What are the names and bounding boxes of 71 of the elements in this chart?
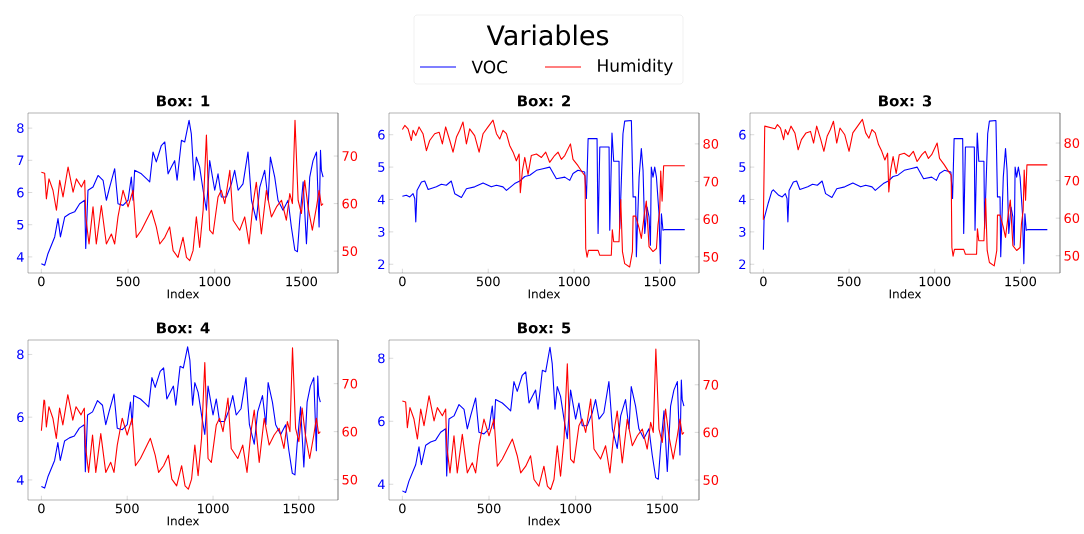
y2-tick-label: 60 bbox=[342, 426, 358, 437]
x-tick-label: 1000 bbox=[919, 276, 951, 287]
y-tick-label: 4 bbox=[377, 194, 385, 205]
y-tick-label: 6 bbox=[378, 416, 385, 427]
x-axis-title: Index bbox=[167, 289, 200, 299]
y-tick-label: 7 bbox=[17, 155, 24, 166]
x-tick-label: 1500 bbox=[1005, 276, 1037, 287]
y-tick-label: 6 bbox=[378, 129, 385, 140]
legend-title: Variables bbox=[486, 24, 609, 46]
x-axis-title: Index bbox=[889, 289, 922, 299]
y-tick-label: 2 bbox=[739, 259, 746, 270]
y-tick-label: 5 bbox=[739, 162, 746, 172]
y-tick-label: 2 bbox=[378, 259, 385, 270]
legend-label: Humidity bbox=[598, 58, 673, 76]
chart-title: Box: 2 bbox=[518, 95, 570, 107]
x-tick-label: 0 bbox=[399, 276, 406, 287]
x-tick-label: 500 bbox=[115, 503, 139, 514]
y2-tick-label: 60 bbox=[1064, 213, 1080, 224]
x-tick-label: 0 bbox=[399, 503, 406, 514]
y-tick-label: 6 bbox=[17, 187, 24, 198]
y-tick-label: 3 bbox=[739, 226, 746, 237]
y-tick-label: 6 bbox=[17, 412, 24, 423]
x-tick-label: 1000 bbox=[199, 276, 231, 287]
y2-tick-label: 50 bbox=[1064, 250, 1080, 261]
y2-tick-label: 70 bbox=[342, 151, 358, 161]
x-tick-label: 0 bbox=[38, 503, 45, 514]
y-tick-label: 6 bbox=[739, 129, 746, 140]
y-tick-label: 5 bbox=[17, 219, 24, 230]
x-axis-title: Index bbox=[528, 516, 561, 526]
x-tick-label: 1000 bbox=[560, 503, 592, 514]
y-tick-label: 4 bbox=[16, 475, 24, 485]
y2-tick-label: 70 bbox=[342, 378, 358, 389]
x-tick-label: 0 bbox=[760, 276, 767, 287]
x-tick-label: 500 bbox=[116, 276, 140, 287]
y-tick-label: 5 bbox=[378, 162, 385, 172]
y2-tick-label: 60 bbox=[703, 427, 719, 438]
chart-title: Box: 5 bbox=[518, 322, 571, 334]
x-tick-label: 1500 bbox=[644, 276, 676, 287]
y-tick-label: 3 bbox=[378, 226, 385, 237]
y-tick-label: 4 bbox=[738, 194, 746, 205]
chart-title: Box: 3 bbox=[879, 95, 932, 107]
y2-tick-label: 80 bbox=[703, 138, 719, 149]
y-tick-label: 8 bbox=[378, 353, 385, 364]
chart-title: Box: 4 bbox=[157, 322, 210, 334]
y-tick-label: 4 bbox=[377, 479, 385, 489]
y2-tick-label: 70 bbox=[703, 176, 719, 187]
x-tick-label: 1500 bbox=[647, 503, 678, 514]
y2-tick-label: 70 bbox=[703, 379, 719, 390]
y2-tick-label: 80 bbox=[1064, 138, 1080, 148]
x-tick-label: 1000 bbox=[197, 503, 229, 514]
x-tick-label: 500 bbox=[837, 276, 861, 287]
x-tick-label: 500 bbox=[476, 276, 500, 287]
y-tick-label: 8 bbox=[17, 123, 24, 134]
x-tick-label: 1000 bbox=[558, 276, 590, 287]
y-tick-label: 8 bbox=[17, 349, 24, 360]
y-tick-label: 4 bbox=[16, 252, 24, 262]
y2-tick-label: 60 bbox=[342, 198, 358, 209]
x-tick-label: 0 bbox=[38, 276, 45, 287]
chart-title: Box: 1 bbox=[157, 95, 210, 107]
y2-tick-label: 70 bbox=[1064, 175, 1080, 186]
x-tick-label: 1500 bbox=[283, 503, 315, 514]
y2-tick-label: 60 bbox=[703, 214, 719, 225]
y2-tick-label: 50 bbox=[703, 251, 719, 262]
y2-tick-label: 50 bbox=[342, 474, 358, 485]
x-tick-label: 1500 bbox=[286, 276, 318, 287]
y2-tick-label: 50 bbox=[703, 475, 719, 485]
x-axis-title: Index bbox=[167, 516, 200, 526]
x-tick-label: 500 bbox=[477, 503, 501, 514]
legend-label: VOC bbox=[471, 60, 508, 74]
y2-tick-label: 50 bbox=[342, 246, 358, 257]
x-axis-title: Index bbox=[528, 289, 561, 299]
